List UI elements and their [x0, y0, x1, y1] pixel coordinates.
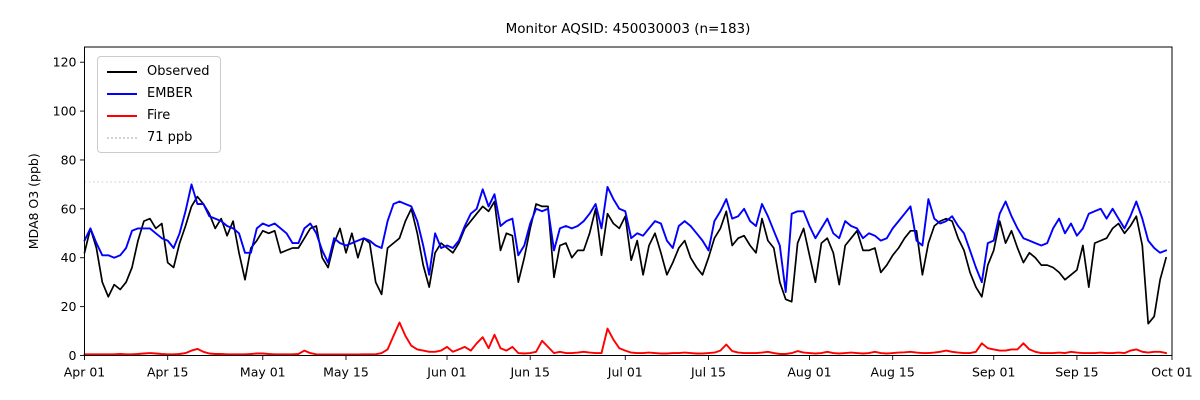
legend-label: 71 ppb: [147, 130, 193, 145]
x-tick-label: Oct 01: [1151, 365, 1193, 380]
x-tick-label: Sep 01: [972, 365, 1015, 380]
legend-swatch-fire: [107, 114, 137, 117]
x-tick-label: Jul 01: [607, 365, 643, 380]
y-tick-label: 120: [53, 55, 77, 70]
legend-item-observed: Observed: [107, 64, 210, 79]
series-line-observed: [83, 195, 1167, 325]
legend-label: Observed: [147, 64, 210, 79]
chart-title: Monitor AQSID: 450030003 (n=183): [505, 21, 751, 37]
legend-swatch-ember: [107, 92, 137, 95]
y-tick-label: 0: [69, 348, 77, 363]
x-tick-label: Aug 01: [787, 365, 831, 380]
x-tick-label: Jun 15: [509, 365, 549, 380]
x-tick-label: May 15: [323, 365, 369, 380]
x-tick-label: May 01: [240, 365, 286, 380]
legend-item-ember: EMBER: [107, 86, 210, 101]
series-line-fire: [83, 321, 1168, 356]
legend-label: EMBER: [147, 86, 193, 101]
y-tick-label: 60: [61, 201, 77, 216]
x-tick-label: Apr 01: [64, 365, 106, 380]
series-line-ember: [83, 183, 1168, 293]
legend-swatch-observed: [107, 70, 137, 73]
x-tick-label: Aug 15: [871, 365, 915, 380]
x-tick-label: Sep 15: [1055, 365, 1098, 380]
plot-frame: [84, 46, 1173, 356]
x-tick-label: Apr 15: [147, 365, 189, 380]
legend-label: Fire: [147, 108, 171, 123]
legend-item-71-ppb: 71 ppb: [107, 130, 210, 145]
legend-item-fire: Fire: [107, 108, 210, 123]
x-axis: Apr 01 Apr 15 May 01 May 15 Jun 01 Jun 15 Jul …: [64, 355, 1193, 380]
x-tick-label: Jul 15: [690, 365, 726, 380]
y-tick-label: 100: [53, 104, 77, 119]
y-axis-label: MDA8 O3 (ppb): [26, 153, 41, 249]
y-tick-label: 20: [61, 299, 77, 314]
y-tick-label: 40: [61, 250, 77, 265]
y-axis: 0 20 40 60 80 100 120: [53, 55, 85, 363]
y-tick-label: 80: [61, 152, 77, 167]
legend-box: Observed EMBER Fire 71 ppb: [97, 56, 221, 153]
x-tick-label: Jun 01: [426, 365, 466, 380]
legend-swatch-71-ppb: [107, 136, 137, 139]
